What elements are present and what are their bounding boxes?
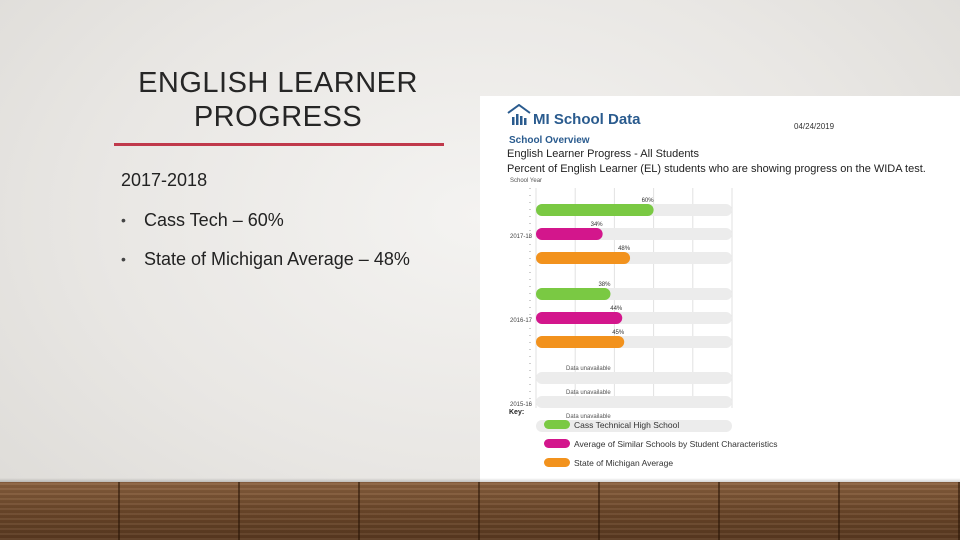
data-label: Data unavailable xyxy=(566,366,611,372)
bar xyxy=(536,312,623,324)
key-label: Key: xyxy=(509,409,524,416)
floor-shadow xyxy=(0,478,960,484)
bar-track xyxy=(536,396,732,408)
wood-floor xyxy=(0,482,960,540)
bullet-text: Cass Tech – 60% xyxy=(144,210,284,230)
category-label: 2015-16 xyxy=(510,402,533,408)
data-label: 45% xyxy=(612,330,625,336)
section-title: School Overview xyxy=(509,135,590,146)
slide-title: ENGLISH LEARNER PROGRESS xyxy=(138,67,418,133)
axis-label: School Year xyxy=(510,178,543,184)
bar-track xyxy=(536,420,732,432)
school-logo-icon xyxy=(507,104,531,125)
data-label: 34% xyxy=(591,222,604,228)
data-label: 48% xyxy=(618,246,631,252)
bar xyxy=(536,252,631,264)
legend-swatch xyxy=(544,458,570,467)
legend-label: Average of Similar Schools by Student Ch… xyxy=(574,439,777,449)
category-label: 2017-18 xyxy=(510,234,533,240)
bar xyxy=(536,204,654,216)
data-label: 44% xyxy=(610,306,623,312)
bullet-list: • Cass Tech – 60% • State of Michigan Av… xyxy=(121,206,421,284)
progress-chart: 60% 34% 48% 2017-18 38% 44% 45% 2016-17 Data una… xyxy=(509,188,777,468)
legend-label: Cass Technical High School xyxy=(574,420,679,430)
bullet-icon: • xyxy=(121,251,126,267)
bar xyxy=(536,336,625,348)
legend-swatch xyxy=(544,439,570,448)
title-underline xyxy=(114,143,444,146)
data-label: 38% xyxy=(598,282,611,288)
slide-subtitle: 2017-2018 xyxy=(121,170,208,190)
bar xyxy=(536,288,611,300)
report-screenshot: MI School Data 04/24/2019 School Overvie… xyxy=(480,96,960,482)
data-label: Data unavailable xyxy=(566,390,611,396)
brand-name: MI School Data xyxy=(533,111,641,128)
category-label: 2016-17 xyxy=(510,318,533,324)
bullet-text: State of Michigan Average – 48% xyxy=(144,249,410,269)
report-subheading: Percent of English Learner (EL) students… xyxy=(507,163,926,175)
bullet-item: • Cass Tech – 60% xyxy=(121,206,421,235)
report-heading: English Learner Progress - All Students xyxy=(507,148,699,160)
data-label: 60% xyxy=(642,198,655,204)
report-date: 04/24/2019 xyxy=(794,122,835,131)
bullet-icon: • xyxy=(121,212,126,228)
bar xyxy=(536,228,603,240)
bullet-item: • State of Michigan Average – 48% xyxy=(121,245,421,274)
legend-label: State of Michigan Average xyxy=(574,458,673,468)
legend-swatch xyxy=(544,420,570,429)
data-label: Data unavailable xyxy=(566,414,611,420)
bar-track xyxy=(536,372,732,384)
